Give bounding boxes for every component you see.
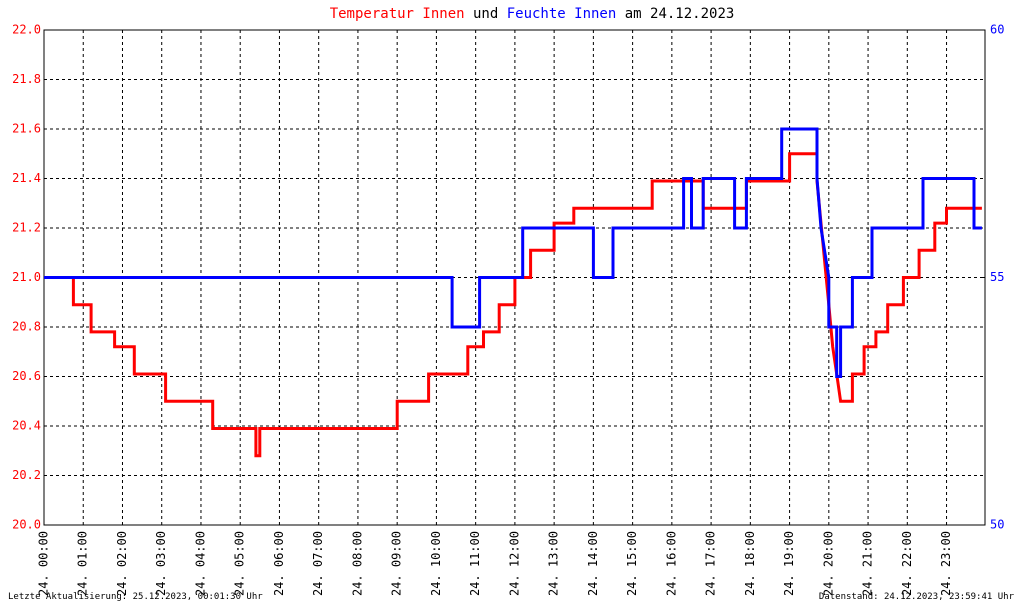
- y-tick-label: 20.6: [12, 369, 41, 383]
- x-tick-label: 24. 06:00: [272, 531, 286, 596]
- x-tick-label: 24. 23:00: [939, 531, 953, 596]
- x-tick-label: 24. 03:00: [154, 531, 168, 596]
- x-tick-label: 24. 13:00: [547, 531, 561, 596]
- y-tick-label: 21.6: [12, 122, 41, 136]
- y2-tick-label: 55: [990, 270, 1004, 284]
- x-tick-label: 24. 21:00: [861, 531, 875, 596]
- x-tick-label: 24. 22:00: [900, 531, 914, 596]
- y-tick-label: 21.0: [12, 270, 41, 284]
- x-tick-label: 24. 19:00: [782, 531, 796, 596]
- x-tick-label: 24. 09:00: [390, 531, 404, 596]
- y-tick-label: 21.8: [12, 72, 41, 86]
- y2-tick-label: 60: [990, 23, 1004, 37]
- x-tick-label: 24. 14:00: [586, 531, 600, 596]
- y-tick-label: 20.8: [12, 320, 41, 334]
- title-part: Feuchte Innen: [507, 6, 617, 22]
- y-tick-label: 21.4: [12, 171, 41, 185]
- x-tick-label: 24. 02:00: [115, 531, 129, 596]
- y-tick-label: 20.0: [12, 518, 41, 532]
- footer-left: Letzte Aktualisierung: 25.12.2023, 00:01…: [8, 592, 263, 602]
- y-tick-label: 20.2: [12, 468, 41, 482]
- x-tick-label: 24. 00:00: [37, 531, 51, 596]
- x-tick-label: 24. 18:00: [743, 531, 757, 596]
- title-part: und: [473, 6, 498, 22]
- x-tick-label: 24. 12:00: [507, 531, 521, 596]
- x-tick-label: 24. 15:00: [625, 531, 639, 596]
- x-tick-label: 24. 16:00: [664, 531, 678, 596]
- x-tick-label: 24. 05:00: [233, 531, 247, 596]
- x-tick-label: 24. 01:00: [76, 531, 90, 596]
- x-tick-label: 24. 07:00: [311, 531, 325, 596]
- title-part: Temperatur Innen: [330, 6, 465, 22]
- x-tick-label: 24. 04:00: [193, 531, 207, 596]
- footer-right: Datenstand: 24.12.2023, 23:59:41 Uhr: [819, 592, 1015, 602]
- x-tick-label: 24. 08:00: [350, 531, 364, 596]
- y-tick-label: 21.2: [12, 221, 41, 235]
- y-tick-label: 20.4: [12, 419, 41, 433]
- data-line: [44, 127, 982, 378]
- x-tick-label: 24. 11:00: [468, 531, 482, 596]
- x-tick-label: 24. 20:00: [821, 531, 835, 596]
- title-part: am 24.12.2023: [625, 6, 735, 22]
- x-tick-label: 24. 17:00: [704, 531, 718, 596]
- y2-tick-label: 50: [990, 518, 1004, 532]
- x-tick-label: 24. 10:00: [429, 531, 443, 596]
- y-tick-label: 22.0: [12, 23, 41, 37]
- chart-title: Temperatur Innen und Feuchte Innen am 24…: [330, 6, 735, 22]
- data-line: [44, 152, 982, 458]
